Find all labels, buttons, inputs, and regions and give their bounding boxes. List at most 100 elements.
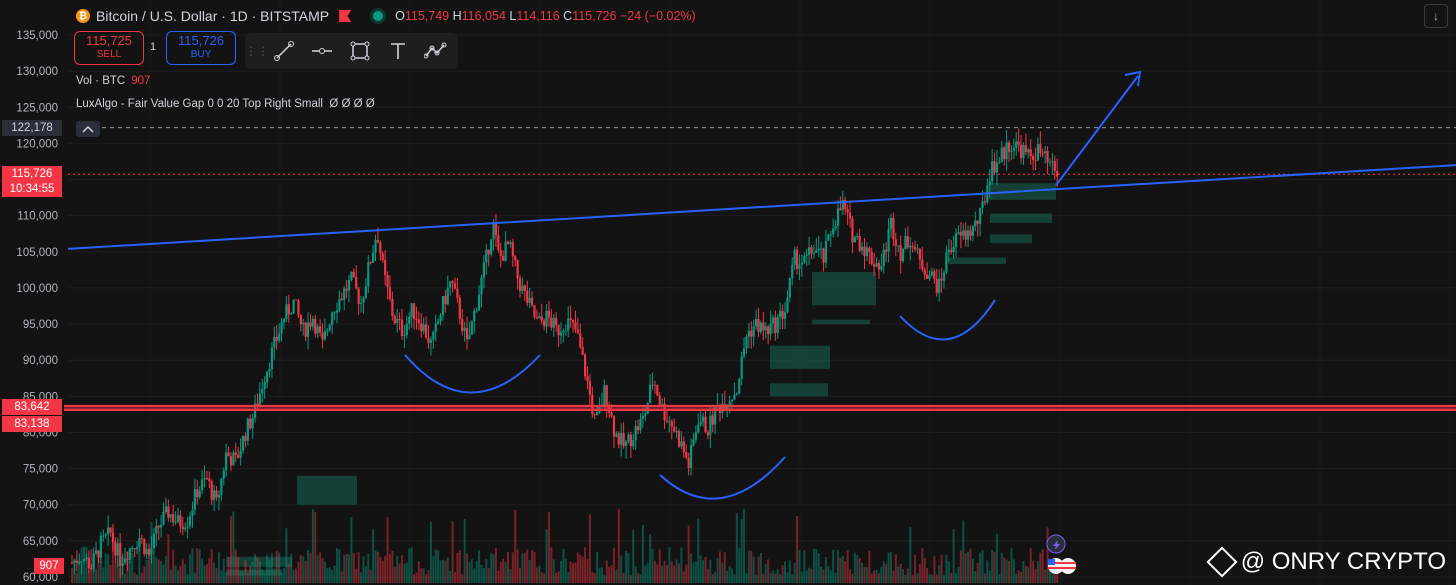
volume-bar [1017,569,1020,583]
volume-bar [316,555,319,583]
volume-bar [1003,557,1006,583]
support-high-tag[interactable]: 83,642 [2,399,62,415]
candle-body [345,288,348,291]
bitcoin-icon: ₿ [76,9,90,23]
fvg-indicator-legend[interactable]: LuxAlgo - Fair Value Gap 0 0 20 Top Righ… [76,98,375,110]
candle-body [730,399,734,402]
candle-body [487,249,490,255]
candle-body [728,401,731,407]
volume-bar [297,561,300,583]
candle-body [774,317,777,333]
candle-body [75,560,78,563]
candle-body [128,548,131,560]
volume-bar [918,563,921,583]
candle-body [160,524,163,528]
candle-body [653,384,657,386]
volume-bar [935,574,938,583]
symbol-title[interactable]: Bitcoin / U.S. Dollar · 1D · BITSTAMP [96,8,330,24]
volume-bar [453,572,456,583]
dashed-level-tag[interactable]: 122,178 [2,120,62,136]
rectangle-icon[interactable] [341,36,379,66]
candle-body [239,450,242,458]
volume-bar [851,573,854,583]
candle-body [995,162,999,173]
candle-body [278,333,281,341]
candle-body [942,272,946,281]
flag-icon[interactable] [339,10,352,22]
candle-body [331,312,334,325]
candle-body [591,394,594,415]
volume-bar [877,573,880,583]
volume-bar [572,563,575,583]
download-icon[interactable]: ↓ [1424,4,1448,28]
volume-bar [521,553,524,583]
volume-bar [201,558,204,583]
volume-bar [564,558,567,583]
volume-bar [909,526,912,583]
volume-bar [506,552,509,583]
volume-bar [285,528,288,583]
volume-bar [562,548,565,583]
candle-body [538,316,541,319]
volume-bar [217,552,220,583]
candle-body [446,287,449,305]
buy-button[interactable]: 115,726 BUY [166,31,236,65]
volume-bar [781,565,784,583]
sell-button[interactable]: 115,725 SELL [74,31,144,65]
volume-indicator-legend[interactable]: Vol · BTC 907 [76,75,151,87]
volume-bar [205,564,208,583]
horizontal-ray-icon[interactable] [303,36,341,66]
volume-bar [172,549,175,583]
path-icon[interactable] [417,36,455,66]
volume-bar [1032,560,1035,583]
candle-body [733,394,736,400]
candle-body [962,230,965,236]
candle-body [306,322,310,337]
candle-body [196,489,199,498]
candle-body [603,385,606,405]
volume-bar [155,557,158,583]
candle-body [827,234,830,241]
volume-bar [314,511,317,583]
volume-bar [709,559,712,583]
drag-handle-icon[interactable]: ⋮⋮ [245,44,269,58]
candle-body [412,303,416,320]
volume-bar [111,527,114,583]
volume-bar [1051,570,1054,583]
volume-bar [331,570,334,583]
events-icons[interactable] [1043,532,1083,578]
support-low-tag[interactable]: 83,138 [2,416,62,432]
candle-body [468,334,471,340]
arrow-head-icon [1124,70,1142,87]
candle-body [408,317,411,324]
candle-body [776,317,779,333]
volume-bar [603,574,606,583]
volume-bar [678,563,681,583]
candle-body [540,316,543,321]
candle-body [805,254,808,256]
volume-bar [186,574,189,583]
volume-bar [735,513,738,583]
volume-bar [369,569,372,583]
line-tool-icon[interactable] [265,36,303,66]
candle-body [916,248,919,250]
y-tick-label: 105,000 [16,247,58,259]
volume-bar [104,553,107,583]
candle-body [176,515,180,523]
text-icon[interactable] [379,36,417,66]
candle-body [191,509,194,517]
volume-bar [873,570,876,583]
volume-bar [408,548,411,583]
volume-bar [275,550,278,583]
candle-body [571,319,575,323]
candle-body [1051,161,1054,163]
candle-body [347,280,351,291]
candle-body [911,245,914,248]
volume-bar [697,518,700,583]
candle-body [694,432,697,440]
candle-body [629,434,632,447]
candle-body [1044,151,1047,154]
candle-body [131,548,134,550]
candle-body [526,290,529,303]
